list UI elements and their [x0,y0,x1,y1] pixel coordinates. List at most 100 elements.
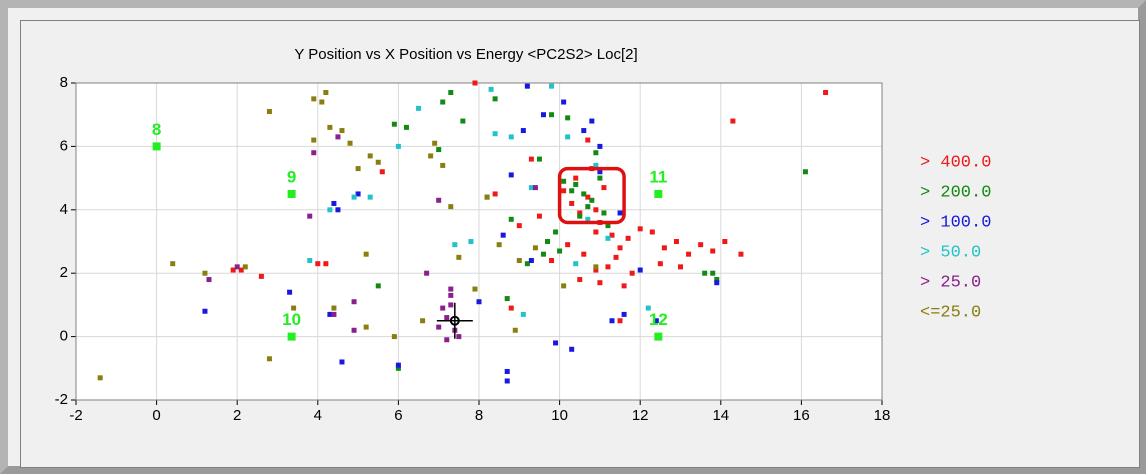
point [565,115,571,121]
point [508,134,514,140]
point [581,128,587,134]
point [339,128,345,134]
point [379,169,385,175]
point [287,289,293,295]
point [504,378,510,384]
legend-entry: <=25.0 [920,303,981,322]
point [585,137,591,143]
point [573,261,579,267]
point [319,99,325,105]
point [520,311,526,317]
point [561,178,567,184]
point [335,207,341,213]
point [545,239,551,244]
point [524,83,530,89]
point [710,270,716,276]
point [621,311,627,317]
station-label: 9 [287,167,296,186]
point [488,86,494,92]
x-tick-label: 10 [551,407,568,424]
point [524,261,530,267]
point [311,96,317,102]
point [605,235,611,241]
point [722,239,728,244]
point [472,80,478,86]
point [653,318,659,324]
point [327,124,333,130]
point [532,245,538,251]
x-tick-label: 16 [793,407,810,424]
point [391,121,397,127]
point [661,245,667,251]
point [698,242,704,248]
station [654,332,663,341]
point [593,229,599,235]
point [629,270,635,276]
point [311,150,317,156]
point [492,191,498,197]
point [686,251,692,257]
point [444,337,450,343]
point [375,159,381,165]
point [391,334,397,340]
legend-entry: > 50.0 [920,243,981,262]
point [339,359,345,365]
highlight-box [557,166,626,225]
point [577,210,583,216]
point [802,169,808,175]
point [601,185,607,191]
point [549,258,555,264]
point [97,375,103,381]
point [617,318,623,324]
point [609,318,615,324]
point [540,251,546,257]
point [573,175,579,181]
point [561,99,567,105]
y-tick-label: -2 [55,391,68,408]
point [351,194,357,200]
point [307,213,313,219]
point [395,362,401,368]
point [714,277,720,283]
x-tick-label: 0 [152,407,160,424]
x-tick-label: 12 [632,407,649,424]
point [202,308,208,314]
point [327,311,333,317]
point [472,286,478,292]
point [597,169,603,175]
point [549,112,555,118]
point [508,305,514,311]
point [403,124,409,130]
point [448,292,454,298]
point [395,143,401,149]
point [637,267,643,273]
x-tick-label: 18 [874,407,891,424]
point [593,150,599,156]
point [585,194,591,200]
point [468,239,474,244]
point [206,277,212,283]
point [424,270,430,276]
point [355,191,361,197]
point [585,204,591,210]
point [569,188,575,194]
point [553,229,559,235]
x-tick-label: 8 [475,407,483,424]
point [649,229,655,235]
point [714,280,720,286]
plot-border [75,82,883,401]
point [291,305,297,311]
point [327,207,333,213]
point [258,273,264,279]
point [230,267,236,273]
point [520,128,526,134]
x-tick-label: 4 [314,407,322,424]
point [613,254,619,260]
point [420,318,426,324]
point [536,213,542,219]
point [266,356,272,362]
point [730,118,736,124]
point [436,147,442,153]
point [738,251,744,257]
point [202,270,208,276]
